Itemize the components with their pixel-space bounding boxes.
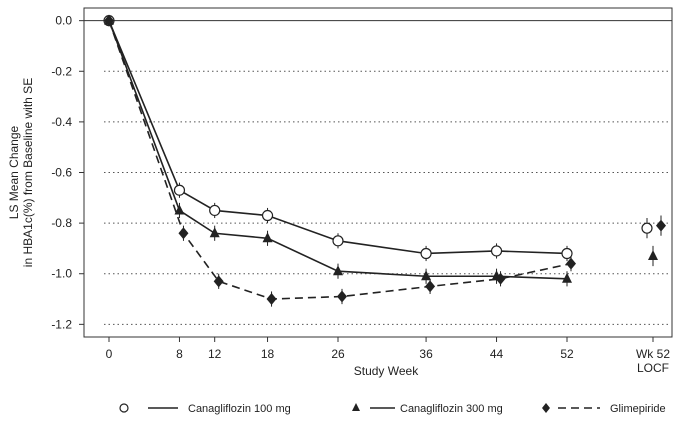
- x-tick-label-locf: Wk 52: [636, 347, 670, 361]
- series-line: [108, 20, 568, 255]
- x-tick-label: 8: [176, 347, 183, 361]
- legend-label: Canagliflozin 100 mg: [188, 403, 291, 415]
- data-point-locf: [656, 219, 666, 232]
- y-tick-label: -0.8: [51, 216, 72, 230]
- legend-marker: [542, 403, 550, 413]
- y-axis-title-line2: in HBA1c(%) from Baseline with SE: [21, 78, 35, 267]
- data-point: [209, 204, 221, 217]
- x-tick-label: 12: [208, 347, 222, 361]
- series-line: [108, 20, 572, 300]
- series-layer: [103, 14, 666, 307]
- data-point: [566, 257, 576, 270]
- data-point: [174, 204, 185, 215]
- series-canagliflozin-300-mg: [104, 14, 658, 287]
- y-tick-label: -1.0: [51, 267, 72, 281]
- legend-label: Glimepiride: [610, 403, 666, 415]
- data-point: [261, 209, 274, 222]
- data-point: [425, 280, 436, 293]
- data-point: [561, 247, 573, 260]
- y-axis: 0.0 -0.2 -0.4 -0.6 -0.8 -1.0 -1.2: [51, 14, 84, 331]
- data-point-locf: [641, 222, 653, 234]
- x-tick-label: 26: [331, 347, 345, 361]
- data-point: [420, 247, 432, 260]
- y-tick-label: 0.0: [55, 14, 72, 28]
- x-tick-label: 0: [106, 347, 113, 361]
- data-point: [490, 245, 503, 257]
- series-glimepiride: [104, 14, 666, 307]
- data-point: [173, 184, 186, 196]
- legend: Canagliflozin 100 mg Canagliflozin 300 mg…: [119, 403, 666, 415]
- data-point: [332, 235, 344, 247]
- legend-item: [352, 403, 395, 411]
- data-point: [262, 232, 273, 243]
- x-tick-label: 18: [261, 347, 275, 361]
- x-tick-label: 52: [560, 347, 574, 361]
- y-tick-label: -1.2: [51, 317, 72, 331]
- data-point: [562, 272, 572, 283]
- legend-marker: [119, 403, 129, 413]
- x-tick-label: 36: [419, 347, 433, 361]
- data-point: [178, 227, 189, 240]
- data-point: [104, 14, 114, 27]
- legend-item: [119, 403, 178, 413]
- y-tick-label: -0.4: [51, 115, 72, 129]
- y-tick-label: -0.2: [51, 64, 72, 78]
- data-point: [266, 293, 277, 306]
- data-point-locf: [648, 250, 658, 261]
- y-axis-title-line1: LS Mean Change: [7, 125, 21, 219]
- grid-lines: [104, 70, 668, 325]
- x-axis-title: Study Week: [354, 364, 419, 378]
- x-tick-label-locf: LOCF: [637, 361, 669, 375]
- series-canagliflozin-100-mg: [103, 15, 653, 262]
- data-point: [213, 275, 224, 288]
- data-point: [209, 227, 220, 238]
- y-tick-label: -0.6: [51, 166, 72, 180]
- series-line: [108, 20, 568, 280]
- data-point: [421, 270, 432, 281]
- legend-marker: [352, 403, 360, 411]
- data-point: [333, 265, 343, 276]
- x-tick-label: 44: [490, 347, 504, 361]
- data-point: [337, 290, 347, 303]
- data-point: [495, 272, 506, 285]
- legend-label: Canagliflozin 300 mg: [400, 403, 503, 415]
- legend-item: [542, 403, 600, 413]
